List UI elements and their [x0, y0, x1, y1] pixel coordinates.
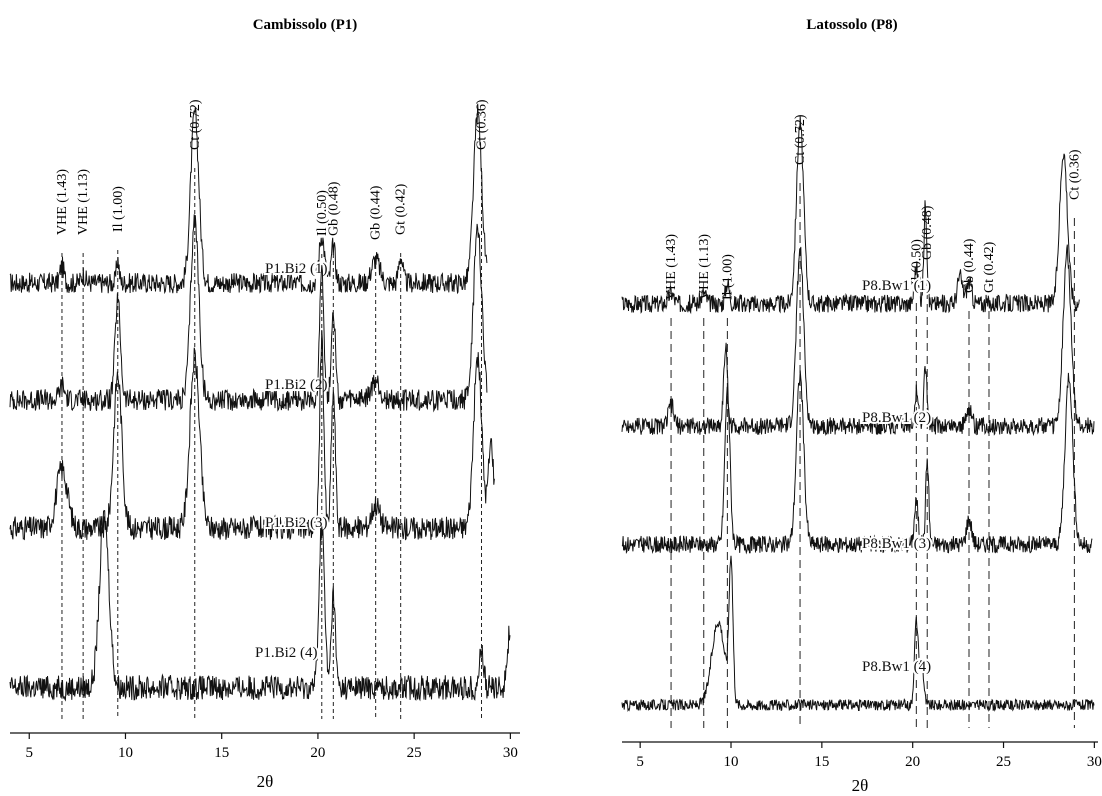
trace-label: P8.Bw1 (2) [862, 410, 931, 426]
peak-label: Gb (0.44) [962, 238, 977, 293]
peak-label: Ct (0.72) [793, 114, 808, 165]
peak-label: Il (1.00) [111, 186, 126, 232]
panel-latossolo: Latossolo (P8) 5 10 15 20 25 30 2θ VHE (1.43) VHE… [621, 17, 1102, 795]
x-tick-label: 10 [724, 754, 739, 770]
x-tick-label: 20 [310, 745, 325, 761]
x-tick-label: 30 [1087, 754, 1102, 770]
x-tick-label: 5 [636, 754, 644, 770]
trace-label: P1.Bi2 (1) [265, 261, 328, 277]
panel-title: Latossolo (P8) [806, 17, 897, 33]
x-tick-label: 25 [996, 754, 1011, 770]
panel-cambissolo: Cambissolo (P1) 5 10 15 20 25 30 2θ VHE (1.43) VH… [9, 17, 520, 791]
peak-label: Il (1.00) [720, 254, 735, 300]
peak-label: Ct (0.36) [1067, 149, 1082, 200]
peak-label: Ct (0.72) [188, 99, 203, 150]
diffractogram-trace [9, 329, 495, 541]
peak-label: VHE (1.43) [55, 169, 70, 235]
trace-label: P8.Bw1 (3) [862, 536, 931, 552]
peak-label: Gt (0.42) [394, 183, 409, 235]
diffractogram-trace [9, 103, 488, 295]
x-tick-label: 15 [814, 754, 829, 770]
peak-label: VHE (1.13) [76, 169, 91, 235]
trace-label: P1.Bi2 (4) [255, 645, 318, 661]
diffractogram-trace [9, 214, 488, 413]
trace-label: P8.Bw1 (4) [862, 659, 931, 675]
peak-label: Il (0.50) [315, 190, 330, 236]
diffractogram-trace [621, 370, 1093, 555]
peak-label: Ct (0.36) [475, 99, 490, 150]
x-tick-label: 10 [118, 745, 133, 761]
x-tick-label: 20 [905, 754, 920, 770]
peak-label: VHE (1.13) [697, 234, 712, 300]
x-tick-label: 5 [25, 745, 33, 761]
peak-label: Gb (0.48) [326, 181, 341, 236]
peak-label: Gb (0.48) [920, 205, 935, 260]
x-axis-label: 2θ [257, 772, 274, 791]
trace-label: P1.Bi2 (2) [265, 377, 328, 393]
trace-label: P1.Bi2 (3) [265, 515, 328, 531]
diffractogram-trace [621, 244, 1095, 437]
x-tick-label: 25 [407, 745, 422, 761]
panel-title: Cambissolo (P1) [253, 17, 358, 33]
peak-label: VHE (1.43) [664, 234, 679, 300]
x-axis-label: 2θ [852, 776, 869, 795]
peak-label: Gb (0.44) [369, 185, 384, 240]
diffractogram-trace [621, 116, 1080, 315]
x-tick-label: 30 [503, 745, 518, 761]
peak-label: Gt (0.42) [982, 241, 997, 293]
diffractogram-trace [621, 555, 1095, 713]
diffractogram-trace [9, 509, 511, 702]
trace-label: P8.Bw1 (1) [862, 278, 931, 294]
x-tick-label: 15 [214, 745, 229, 761]
